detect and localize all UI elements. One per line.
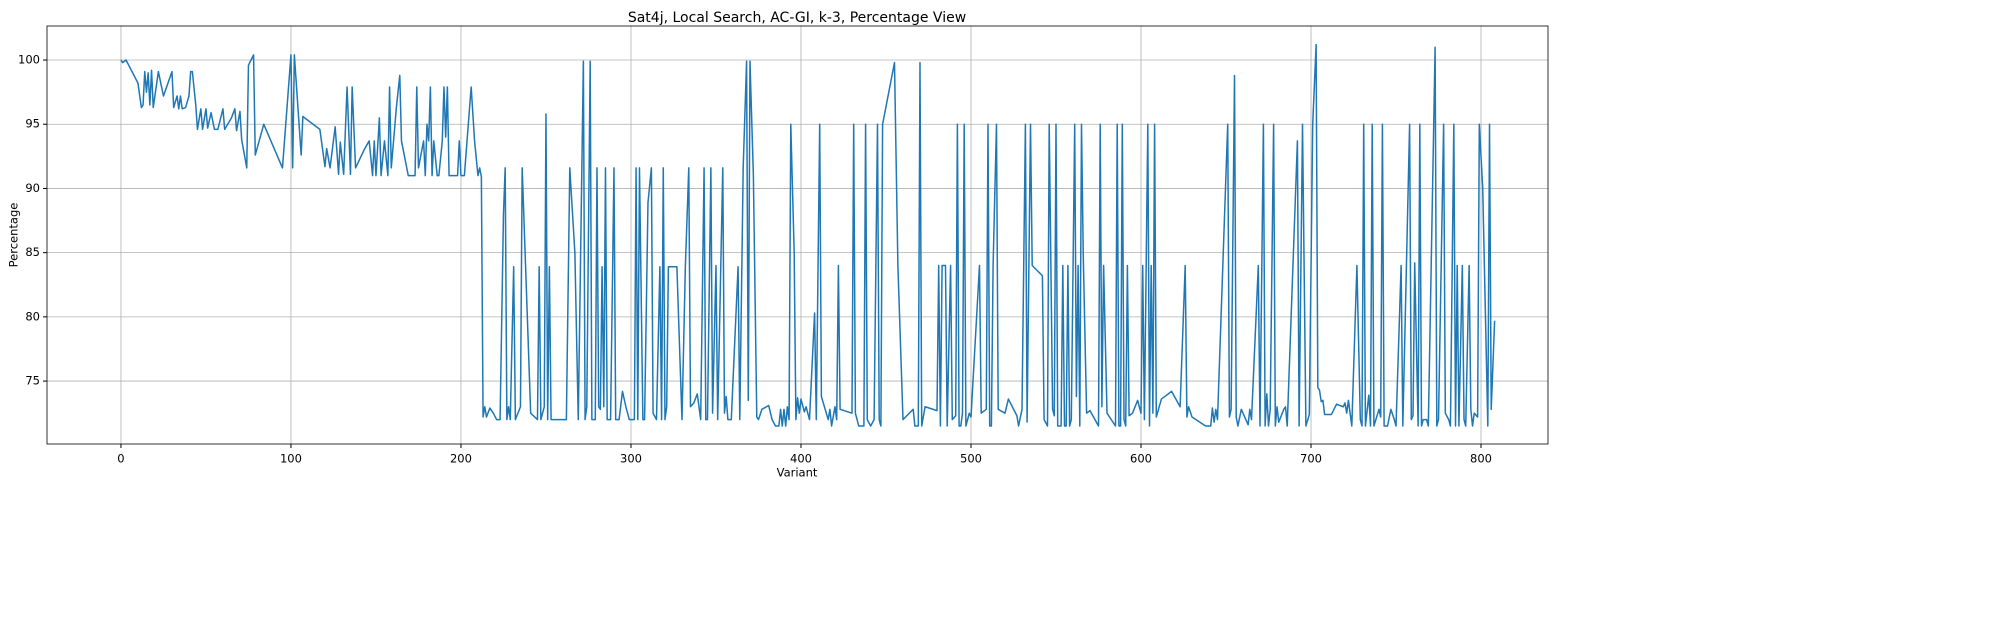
y-tick-label: 80 bbox=[25, 309, 40, 323]
y-axis-label: Percentage bbox=[7, 203, 21, 268]
plot-frame bbox=[46, 25, 1549, 445]
data-line bbox=[120, 43, 1496, 427]
x-tick-label: 600 bbox=[1130, 452, 1152, 466]
x-tick-label: 800 bbox=[1470, 452, 1492, 466]
y-tick-label: 95 bbox=[25, 117, 40, 131]
x-tick-label: 700 bbox=[1300, 452, 1322, 466]
chart-title: Sat4j, Local Search, AC-GI, k-3, Percent… bbox=[628, 10, 966, 26]
x-tick-label: 300 bbox=[620, 452, 642, 466]
x-tick-label: 0 bbox=[117, 452, 124, 466]
x-tick-label: 400 bbox=[790, 452, 812, 466]
x-axis-label: Variant bbox=[777, 466, 818, 480]
y-tick-label: 75 bbox=[25, 374, 40, 388]
y-tick-label: 100 bbox=[18, 53, 40, 67]
x-tick-label: 100 bbox=[280, 452, 302, 466]
x-tick-label: 200 bbox=[450, 452, 472, 466]
y-tick-label: 85 bbox=[25, 245, 40, 259]
x-tick-label: 500 bbox=[960, 452, 982, 466]
y-tick-label: 90 bbox=[25, 181, 40, 195]
